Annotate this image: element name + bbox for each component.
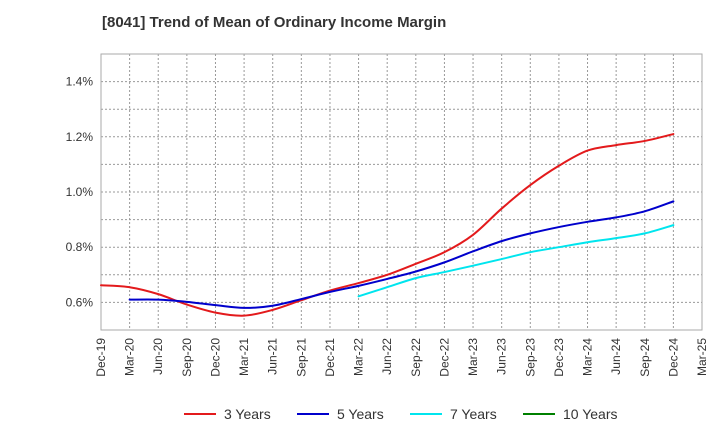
x-tick-label: Dec-20 bbox=[208, 338, 222, 377]
plot-area bbox=[100, 53, 703, 331]
x-tick-label: Jun-24 bbox=[609, 338, 623, 375]
x-tick-label: Dec-24 bbox=[666, 338, 680, 377]
x-tick-label: Jun-22 bbox=[380, 338, 394, 375]
x-tick-label: Mar-20 bbox=[123, 338, 137, 376]
x-tick-label: Mar-22 bbox=[352, 338, 366, 376]
x-tick-label: Sep-22 bbox=[409, 338, 423, 377]
series-line-7-years bbox=[357, 224, 675, 298]
y-tick-label: 0.6% bbox=[66, 295, 94, 309]
x-tick-label: Sep-21 bbox=[294, 338, 308, 377]
x-tick-label: Mar-23 bbox=[466, 338, 480, 376]
y-tick-label: 1.4% bbox=[66, 75, 94, 89]
x-tick-label: Dec-21 bbox=[323, 338, 337, 377]
x-axis-ticks: Dec-19 Mar-20 Jun-20 Sep-20 Dec-20 Mar-21 Jun-… bbox=[94, 338, 709, 377]
y-tick-label: 1.0% bbox=[66, 185, 94, 199]
x-tick-label: Dec-23 bbox=[552, 338, 566, 377]
y-tick-label: 0.8% bbox=[66, 240, 94, 254]
x-tick-label: Sep-20 bbox=[180, 338, 194, 377]
x-tick-label: Mar-24 bbox=[581, 338, 595, 376]
x-tick-label: Jun-23 bbox=[495, 338, 509, 375]
legend-label-3-years: 3 Years bbox=[224, 406, 271, 422]
x-tick-label: Jun-20 bbox=[151, 338, 165, 375]
legend-label-5-years: 5 Years bbox=[337, 406, 384, 422]
series-line-3-years bbox=[100, 133, 675, 317]
x-tick-label: Dec-22 bbox=[437, 338, 451, 377]
x-tick-label: Mar-25 bbox=[695, 338, 709, 376]
x-tick-label: Sep-24 bbox=[638, 338, 652, 377]
x-tick-label: Sep-23 bbox=[523, 338, 537, 377]
x-tick-label: Jun-21 bbox=[266, 338, 280, 375]
legend: 3 Years 5 Years 7 Years 10 Years bbox=[184, 406, 618, 422]
legend-label-7-years: 7 Years bbox=[450, 406, 497, 422]
x-tick-label: Dec-19 bbox=[94, 338, 108, 377]
x-tick-label: Mar-21 bbox=[237, 338, 251, 376]
grid-lines bbox=[101, 54, 702, 330]
legend-label-10-years: 10 Years bbox=[563, 406, 618, 422]
chart-title: [8041] Trend of Mean of Ordinary Income … bbox=[102, 14, 447, 31]
y-tick-label: 1.2% bbox=[66, 130, 94, 144]
series-line-5-years bbox=[128, 200, 675, 309]
y-axis-ticks: 0.6% 0.8% 1.0% 1.2% 1.4% bbox=[66, 75, 94, 310]
series-lines bbox=[100, 133, 675, 317]
